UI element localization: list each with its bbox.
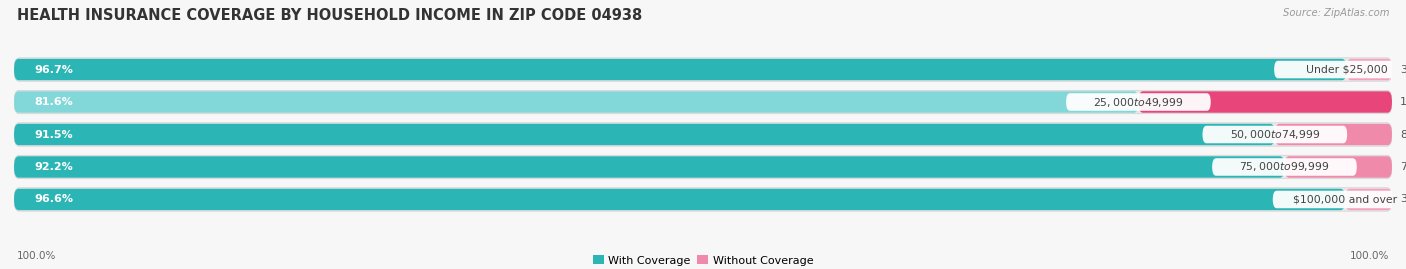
Text: Source: ZipAtlas.com: Source: ZipAtlas.com <box>1282 8 1389 18</box>
FancyBboxPatch shape <box>1347 59 1392 80</box>
FancyBboxPatch shape <box>1212 158 1357 176</box>
Text: 100.0%: 100.0% <box>1350 251 1389 261</box>
FancyBboxPatch shape <box>1285 156 1392 178</box>
Text: 91.5%: 91.5% <box>35 129 73 140</box>
Text: 81.6%: 81.6% <box>35 97 73 107</box>
FancyBboxPatch shape <box>14 58 1392 81</box>
FancyBboxPatch shape <box>14 156 1285 178</box>
Text: 3.3%: 3.3% <box>1400 65 1406 75</box>
FancyBboxPatch shape <box>1139 91 1392 113</box>
Text: 96.6%: 96.6% <box>35 194 73 204</box>
FancyBboxPatch shape <box>14 189 1346 210</box>
FancyBboxPatch shape <box>1272 191 1406 208</box>
FancyBboxPatch shape <box>14 91 1139 113</box>
Text: $25,000 to $49,999: $25,000 to $49,999 <box>1094 95 1184 108</box>
Text: 18.4%: 18.4% <box>1400 97 1406 107</box>
FancyBboxPatch shape <box>1274 61 1406 78</box>
FancyBboxPatch shape <box>14 59 1347 80</box>
Text: 92.2%: 92.2% <box>35 162 73 172</box>
Text: Under $25,000: Under $25,000 <box>1306 65 1388 75</box>
FancyBboxPatch shape <box>14 155 1392 179</box>
FancyBboxPatch shape <box>1346 189 1392 210</box>
Text: $50,000 to $74,999: $50,000 to $74,999 <box>1230 128 1320 141</box>
FancyBboxPatch shape <box>1275 124 1392 145</box>
FancyBboxPatch shape <box>1202 126 1347 143</box>
FancyBboxPatch shape <box>14 123 1392 146</box>
Text: 3.4%: 3.4% <box>1400 194 1406 204</box>
FancyBboxPatch shape <box>1066 93 1211 111</box>
Text: 96.7%: 96.7% <box>35 65 73 75</box>
FancyBboxPatch shape <box>14 90 1392 114</box>
Text: HEALTH INSURANCE COVERAGE BY HOUSEHOLD INCOME IN ZIP CODE 04938: HEALTH INSURANCE COVERAGE BY HOUSEHOLD I… <box>17 8 643 23</box>
Text: $75,000 to $99,999: $75,000 to $99,999 <box>1239 161 1330 174</box>
Text: 7.8%: 7.8% <box>1400 162 1406 172</box>
Legend: With Coverage, Without Coverage: With Coverage, Without Coverage <box>588 251 818 269</box>
Text: 8.5%: 8.5% <box>1400 129 1406 140</box>
FancyBboxPatch shape <box>14 124 1275 145</box>
FancyBboxPatch shape <box>14 188 1392 211</box>
Text: 100.0%: 100.0% <box>17 251 56 261</box>
Text: $100,000 and over: $100,000 and over <box>1294 194 1398 204</box>
